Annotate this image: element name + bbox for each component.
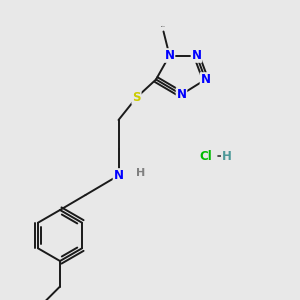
Text: N: N bbox=[200, 73, 211, 86]
Text: methyl: methyl bbox=[161, 26, 166, 27]
Text: N: N bbox=[176, 88, 187, 101]
Text: H: H bbox=[222, 149, 231, 163]
Text: Cl: Cl bbox=[199, 149, 212, 163]
Text: N: N bbox=[164, 49, 175, 62]
Text: H: H bbox=[136, 167, 146, 178]
Text: N: N bbox=[191, 49, 202, 62]
Text: N: N bbox=[113, 169, 124, 182]
Text: S: S bbox=[132, 91, 141, 104]
